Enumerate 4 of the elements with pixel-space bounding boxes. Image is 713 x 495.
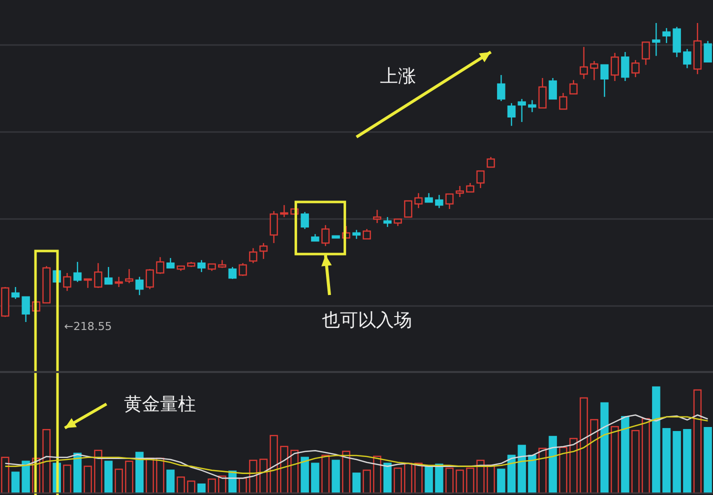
annotation: 也可以入场 bbox=[322, 310, 412, 331]
annotation: 上涨 bbox=[380, 66, 416, 87]
annotation: ←218.55 bbox=[64, 320, 112, 333]
annotation: 黄金量柱 bbox=[124, 394, 196, 415]
